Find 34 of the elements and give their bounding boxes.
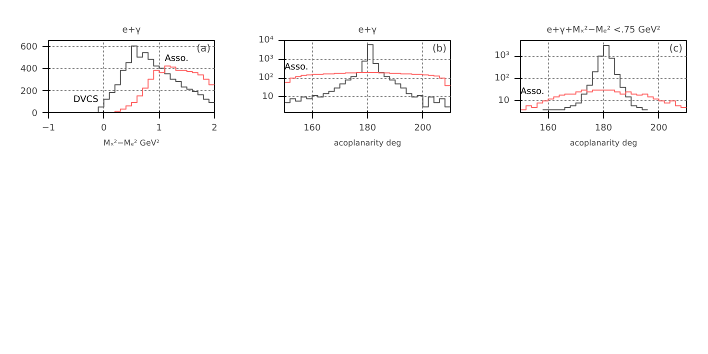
x-axis-title: acoplanarity deg	[334, 138, 402, 148]
y-tick-label: 10²	[258, 73, 274, 84]
x-axis-title: acoplanarity deg	[570, 138, 638, 148]
y-tick-label: 0	[32, 109, 38, 119]
annotation: (a)	[196, 44, 211, 54]
x-tick-label: 180	[594, 124, 612, 134]
x-axis-title: Mₓ²−Mₑ² GeV²	[103, 138, 160, 148]
x-tick-label: 1	[156, 124, 162, 134]
series-label: DVCS	[73, 94, 99, 105]
y-tick-label: 10³	[494, 51, 510, 62]
y-tick-label: 10⁴	[258, 36, 274, 46]
series-label: Asso.	[520, 87, 544, 98]
series-label: Asso.	[284, 62, 308, 72]
x-tick-label: 180	[358, 124, 376, 134]
x-tick-label: 160	[540, 124, 558, 134]
annotation: (b)	[432, 44, 447, 54]
x-tick-label: 0	[100, 124, 107, 134]
chart-title: e+γ+Mₓ²−Mₑ² <.75 GeV²	[546, 26, 661, 36]
y-tick-label: 10³	[258, 54, 274, 64]
y-tick-label: 200	[20, 86, 38, 97]
y-tick-label: 10²	[494, 73, 510, 84]
x-tick-label: −1	[42, 124, 56, 134]
y-tick-label: 600	[20, 42, 38, 53]
y-tick-label: 10	[498, 96, 510, 106]
y-tick-label: 400	[20, 64, 38, 75]
y-tick-label: 10	[262, 92, 274, 102]
chart-title: e+γ	[358, 26, 378, 36]
chart-title: e+γ	[122, 26, 142, 36]
x-tick-label: 200	[414, 124, 432, 134]
x-tick-label: 160	[304, 124, 322, 134]
x-tick-label: 200	[650, 124, 668, 134]
x-tick-label: 2	[212, 124, 218, 134]
series-label: Asso.	[164, 54, 188, 64]
annotation: (c)	[669, 44, 683, 54]
